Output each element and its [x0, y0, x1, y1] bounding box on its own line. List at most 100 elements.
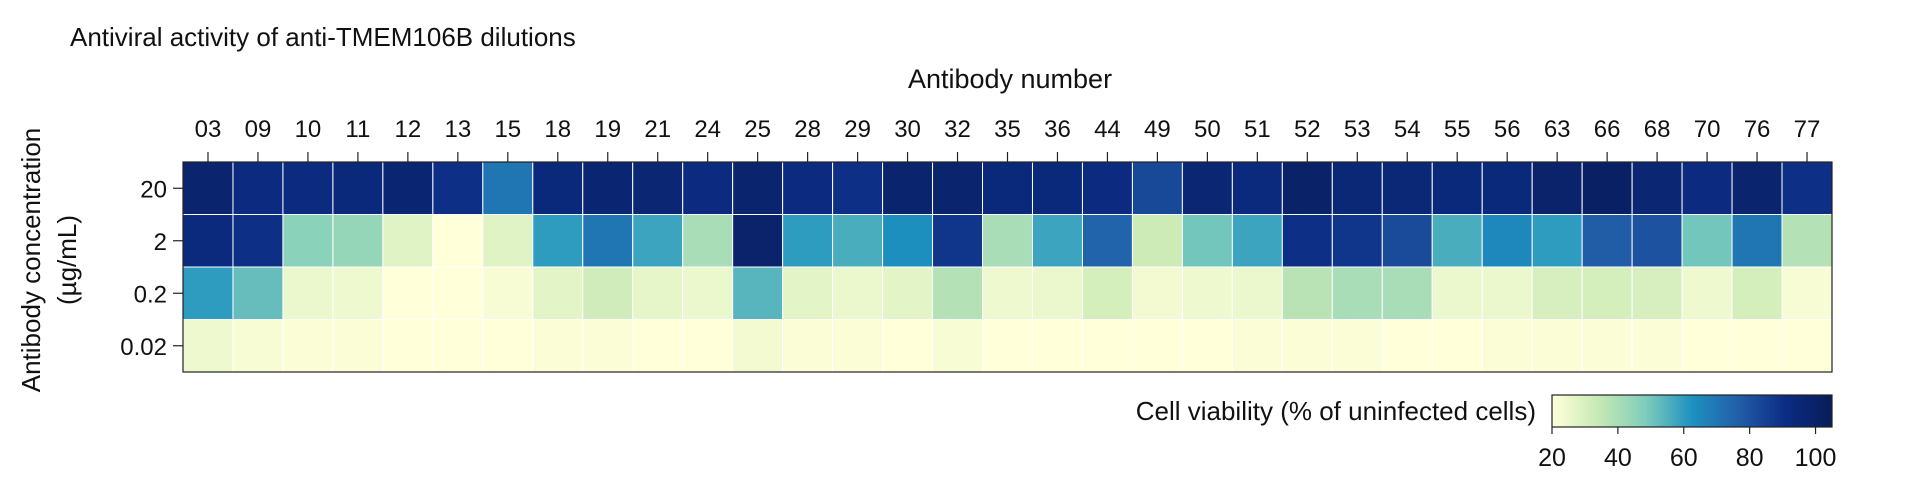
heatmap-cell: [382, 161, 434, 215]
heatmap-cell: [1181, 214, 1233, 268]
heatmap-cell: [332, 266, 384, 320]
heatmap-cell: [882, 266, 934, 320]
column-tick-label: 66: [1594, 116, 1621, 143]
heatmap-cell: [1781, 161, 1833, 215]
column-tick-label: 13: [444, 116, 471, 143]
heatmap-cell: [882, 214, 934, 268]
heatmap-cell: [1281, 319, 1333, 373]
heatmap-cell: [732, 266, 784, 320]
heatmap-cell: [1381, 319, 1433, 373]
column-tick-label: 63: [1544, 116, 1571, 143]
column-tick-label: 35: [994, 116, 1021, 143]
column-tick-label: 24: [694, 116, 721, 143]
column-tick-label: 12: [395, 116, 422, 143]
y-axis-label-line-2: (µg/mL): [52, 215, 82, 305]
column-tick-label: 19: [594, 116, 621, 143]
heatmap-cell: [582, 161, 634, 215]
heatmap-cell: [582, 319, 634, 373]
heatmap-cell: [632, 319, 684, 373]
heatmap-cell: [632, 214, 684, 268]
heatmap-cell: [1031, 319, 1083, 373]
y-axis-label-line-1: Antibody concentration: [16, 128, 46, 393]
heatmap-cell: [1631, 319, 1683, 373]
column-tick-label: 50: [1194, 116, 1221, 143]
column-tick-label: 52: [1294, 116, 1321, 143]
colorbar-tick-label: 20: [1538, 444, 1566, 472]
heatmap-cells: [182, 161, 1833, 373]
heatmap-cell: [832, 161, 884, 215]
heatmap-cell: [1431, 161, 1483, 215]
heatmap-cell: [282, 214, 334, 268]
column-tick-label: 55: [1444, 116, 1471, 143]
row-tick-label: 2: [154, 229, 167, 256]
heatmap-cell: [482, 319, 534, 373]
column-tick-label: 29: [844, 116, 871, 143]
heatmap-cell: [1531, 319, 1583, 373]
column-tick-label: 68: [1644, 116, 1671, 143]
heatmap-cell: [432, 161, 484, 215]
column-tick-label: 09: [245, 116, 272, 143]
heatmap-cell: [732, 161, 784, 215]
column-tick-label: 70: [1694, 116, 1721, 143]
heatmap-cell: [1431, 319, 1483, 373]
heatmap-cell: [1531, 266, 1583, 320]
heatmap-cell: [1081, 319, 1133, 373]
row-tick-labels: 20 2 0.2 0.02: [120, 176, 183, 361]
x-axis-label: Antibody number: [908, 64, 1112, 94]
heatmap-cell: [282, 266, 334, 320]
heatmap-cell: [1531, 161, 1583, 215]
heatmap-cell: [982, 266, 1033, 320]
column-tick-label: 44: [1094, 116, 1121, 143]
heatmap-cell: [1331, 214, 1383, 268]
column-tick-label: 03: [195, 116, 222, 143]
heatmap-cell: [432, 319, 484, 373]
heatmap-cell: [1481, 214, 1533, 268]
heatmap-cell: [1081, 214, 1133, 268]
heatmap-cell: [582, 266, 634, 320]
heatmap-cell: [182, 266, 234, 320]
heatmap-cell: [332, 319, 384, 373]
heatmap-cell: [1631, 161, 1683, 215]
heatmap-cell: [1431, 214, 1483, 268]
heatmap-cell: [232, 319, 284, 373]
heatmap-cell: [582, 214, 634, 268]
heatmap-cell: [1681, 161, 1733, 215]
heatmap-cell: [682, 161, 734, 215]
column-tick-label: 54: [1394, 116, 1421, 143]
column-tick-label: 10: [295, 116, 322, 143]
heatmap-cell: [532, 266, 584, 320]
heatmap-cell: [332, 161, 384, 215]
heatmap-cell: [1481, 266, 1533, 320]
heatmap-cell: [432, 214, 484, 268]
heatmap-cell: [882, 161, 934, 215]
colorbar-tick-label: 60: [1670, 444, 1698, 472]
heatmap-cell: [382, 319, 434, 373]
heatmap-cell: [182, 214, 234, 268]
heatmap-cell: [1031, 161, 1083, 215]
heatmap-cell: [1681, 214, 1733, 268]
row-tick-label: 0.02: [120, 334, 167, 361]
heatmap-cell: [232, 214, 284, 268]
heatmap-cell: [1231, 319, 1283, 373]
heatmap-cell: [782, 319, 834, 373]
column-tick-labels: 03 09 10 11 12 13 15 18 19 21 24 25 28 29 30 32 35 36 44 49…: [195, 116, 1821, 162]
heatmap-frame: [182, 161, 1833, 373]
heatmap-cell: [632, 266, 684, 320]
heatmap-cell: [1331, 161, 1383, 215]
heatmap-cell: [1131, 266, 1183, 320]
heatmap-cell: [932, 319, 984, 373]
column-tick-label: 77: [1794, 116, 1821, 143]
heatmap-cell: [432, 266, 484, 320]
heatmap-cell: [1581, 266, 1633, 320]
heatmap-cell: [1081, 266, 1133, 320]
column-tick-label: 76: [1744, 116, 1771, 143]
heatmap-cell: [1781, 214, 1833, 268]
heatmap-cell: [982, 214, 1033, 268]
heatmap-cell: [782, 161, 834, 215]
column-tick-label: 18: [544, 116, 571, 143]
heatmap-cell: [1781, 266, 1833, 320]
heatmap-cell: [1081, 161, 1133, 215]
heatmap-cell: [282, 161, 334, 215]
column-tick-label: 49: [1144, 116, 1171, 143]
heatmap-cell: [1131, 161, 1183, 215]
